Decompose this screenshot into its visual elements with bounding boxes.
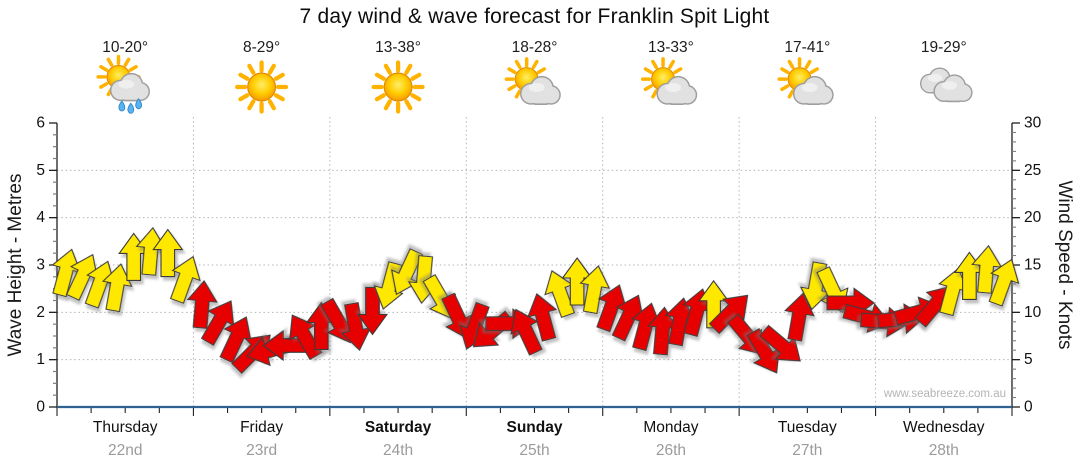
wind-arrow: [784, 292, 815, 342]
sun-rain-icon: [98, 57, 150, 114]
left-tick-label: 3: [36, 257, 45, 274]
day-date: 24th: [382, 442, 414, 459]
right-tick-label: 5: [1024, 351, 1033, 368]
day-temp-range: 10-20°: [102, 39, 149, 56]
day-name: Saturday: [364, 419, 432, 436]
wind-arrow: [152, 228, 184, 278]
wind-arrow: [186, 279, 218, 329]
wind-arrow: [169, 255, 201, 304]
day-temp-range: 13-33°: [648, 39, 694, 56]
day-date: 23rd: [246, 442, 278, 459]
right-tick-label: 0: [1024, 399, 1033, 416]
day-separator-lines: [192, 117, 877, 407]
left-axis-title: Wave Height - Metres: [5, 173, 26, 357]
wind-arrow: [988, 258, 1020, 307]
day-name: Monday: [643, 419, 699, 436]
day-date: 27th: [792, 442, 823, 459]
day-date: 25th: [519, 442, 550, 459]
chart-title: 7 day wind & wave forecast for Franklin …: [299, 5, 770, 28]
day-name: Tuesday: [777, 419, 837, 436]
left-tick-label: 1: [36, 351, 45, 368]
wind-arrow: [510, 308, 543, 356]
wind-arrow: [579, 265, 611, 315]
day-temp-range: 18-28°: [511, 39, 558, 56]
right-tick-label: 15: [1024, 257, 1041, 274]
sun-cloud-icon: [643, 59, 697, 105]
right-tick-label: 30: [1024, 115, 1042, 132]
day-name: Sunday: [506, 419, 563, 436]
day-temp-range: 17-41°: [784, 39, 831, 56]
left-tick-label: 4: [36, 209, 45, 226]
day-temp-range: 13-38°: [375, 39, 421, 56]
wind-arrow: [527, 293, 558, 342]
day-date: 26th: [655, 442, 686, 459]
wind-arrow: [101, 263, 133, 313]
sunny-icon: [237, 63, 286, 112]
wind-arrow: [289, 314, 323, 361]
day-temp-range: 19-29°: [920, 39, 967, 56]
left-tick-label: 6: [36, 115, 45, 132]
left-tick-label: 0: [36, 399, 45, 416]
right-tick-label: 20: [1024, 209, 1042, 226]
day-name: Wednesday: [902, 419, 985, 436]
wind-arrows: [51, 226, 1020, 374]
sun-cloud-icon: [779, 59, 833, 105]
wind-arrow: [356, 286, 389, 336]
day-name: Thursday: [92, 419, 158, 436]
left-tick-label: 2: [36, 304, 45, 321]
sun-cloud-icon: [506, 59, 560, 105]
right-axis-title: Wind Speed - Knots: [1054, 180, 1075, 350]
day-temp-range: 8-29°: [243, 39, 281, 56]
watermark: www.seabreeze.com.au: [883, 388, 1006, 400]
day-date: 28th: [928, 442, 959, 459]
axes-and-ticks: 0 1 2 3 4 5 6 0 5 10 15 20 25 30: [36, 115, 1042, 416]
day-name: Friday: [240, 419, 284, 436]
day-date: 22nd: [107, 442, 143, 459]
left-tick-label: 5: [36, 162, 45, 179]
right-tick-label: 10: [1024, 304, 1042, 321]
cloudy-icon: [920, 67, 973, 102]
sunny-icon: [374, 63, 423, 112]
right-tick-label: 25: [1024, 162, 1041, 179]
weather-icons: [98, 57, 972, 114]
